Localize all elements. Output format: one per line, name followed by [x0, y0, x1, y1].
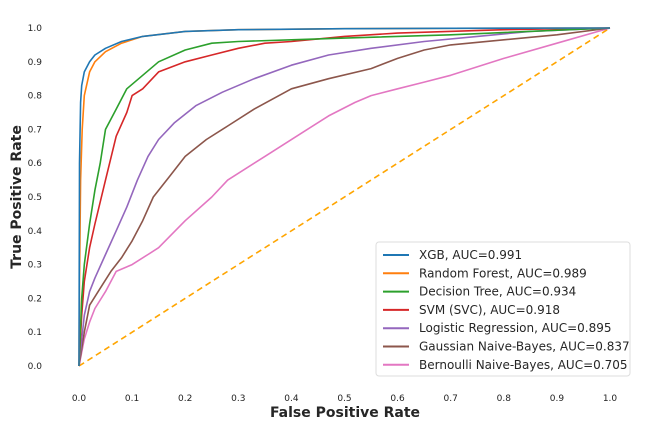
plot-area — [78, 27, 611, 367]
chance-baseline-line — [78, 27, 611, 367]
roc-curve-0 — [78, 27, 611, 367]
y-tick-label: 0.9 — [28, 58, 43, 68]
x-tick-label: 0.0 — [72, 394, 87, 404]
y-tick-label: 0.0 — [28, 362, 43, 372]
x-tick-label: 0.4 — [284, 394, 299, 404]
x-tick-label: 0.6 — [390, 394, 405, 404]
roc-curve-4 — [78, 27, 611, 367]
x-axis-label: False Positive Rate — [270, 405, 420, 421]
legend-box — [375, 241, 631, 377]
legend-label: Random Forest, AUC=0.989 — [419, 266, 587, 280]
x-tick-label: 0.8 — [497, 394, 512, 404]
legend-label: SVM (SVC), AUC=0.918 — [419, 303, 560, 317]
x-tick-label: 0.1 — [125, 394, 139, 404]
legend-label: Gaussian Naive-Bayes, AUC=0.837 — [419, 340, 630, 354]
x-tick-label: 0.2 — [178, 394, 192, 404]
x-tick-label: 0.9 — [550, 394, 565, 404]
y-tick-label: 0.2 — [28, 294, 42, 304]
x-tick-label: 0.3 — [231, 394, 245, 404]
y-tick-label: 0.6 — [28, 159, 43, 169]
y-axis-label: True Positive Rate — [9, 125, 25, 269]
x-tick-label: 0.7 — [444, 394, 458, 404]
legend-label: XGB, AUC=0.991 — [419, 248, 522, 262]
y-tick-labels: 0.0 0.1 0.2 0.3 0.4 0.5 0.6 0.7 0.8 0.9 1.0 — [28, 24, 43, 372]
roc-curve-5 — [78, 27, 611, 367]
roc-curve-6 — [78, 27, 611, 367]
legend-label: Bernoulli Naive-Bayes, AUC=0.705 — [419, 358, 628, 372]
x-tick-labels: 0.0 0.1 0.2 0.3 0.4 0.5 0.6 0.7 0.8 0.9 1.0 — [72, 394, 618, 404]
x-tick-label: 0.5 — [337, 394, 351, 404]
y-tick-label: 0.7 — [28, 125, 42, 135]
y-tick-label: 1.0 — [28, 24, 43, 34]
x-tick-label: 1.0 — [603, 394, 618, 404]
y-tick-label: 0.3 — [28, 261, 42, 271]
y-tick-label: 0.8 — [28, 92, 43, 102]
roc-curve-2 — [78, 27, 611, 367]
legend-label: Logistic Regression, AUC=0.895 — [419, 321, 612, 335]
legend: XGB, AUC=0.991 Random Forest, AUC=0.989 De… — [375, 241, 631, 377]
y-tick-label: 0.4 — [28, 227, 43, 237]
legend-label: Decision Tree, AUC=0.934 — [419, 285, 576, 299]
y-tick-label: 0.1 — [28, 328, 42, 338]
y-tick-label: 0.5 — [28, 193, 42, 203]
roc-curve-3 — [78, 27, 611, 367]
